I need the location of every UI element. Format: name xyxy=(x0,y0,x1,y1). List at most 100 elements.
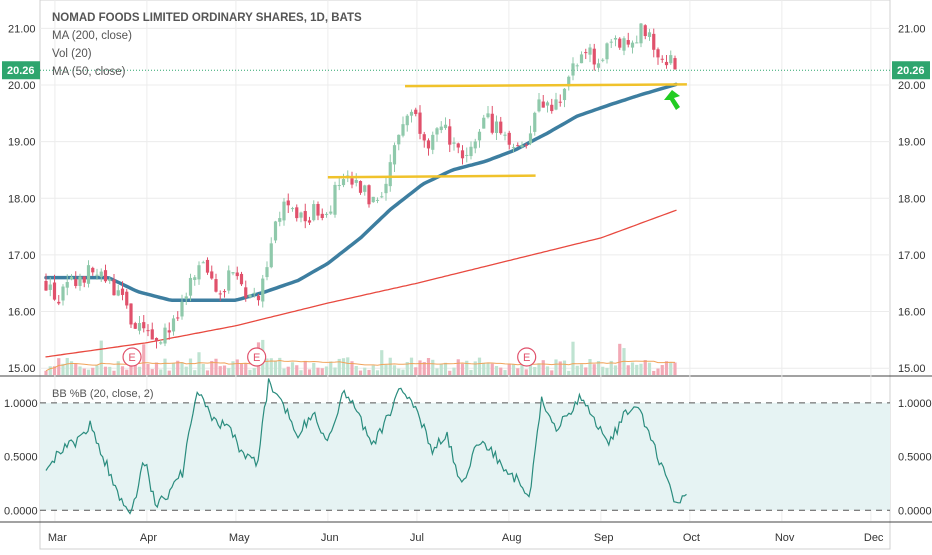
volume-bar xyxy=(176,360,180,375)
volume-bar xyxy=(643,360,647,375)
candle xyxy=(154,337,159,349)
candle-body xyxy=(137,322,142,331)
volume-bar xyxy=(367,369,371,375)
candle xyxy=(44,273,48,291)
x-tick-label: May xyxy=(229,532,250,544)
volume-bar xyxy=(490,363,494,375)
up-arrow-icon xyxy=(664,90,680,110)
candle xyxy=(261,274,265,308)
volume-bar xyxy=(384,364,388,375)
candle-body xyxy=(188,277,193,296)
candle-body xyxy=(201,262,205,264)
candle-body xyxy=(341,179,346,186)
price-tick-label-right: 16.00 xyxy=(898,307,926,319)
x-tick-label: Nov xyxy=(775,532,795,544)
candle-body xyxy=(422,134,426,141)
earnings-marker xyxy=(247,347,267,367)
candle xyxy=(567,75,571,91)
volume-bar xyxy=(354,366,358,375)
candle xyxy=(231,272,235,276)
candle-body xyxy=(227,270,231,291)
candle xyxy=(150,322,154,340)
volume-bar xyxy=(248,369,252,375)
volume-bar xyxy=(652,370,656,375)
volume-bar xyxy=(210,360,214,375)
candle xyxy=(622,36,626,56)
last-price-badge-left xyxy=(2,61,40,80)
indicator-ma200-label: MA (200, close) xyxy=(52,30,132,42)
chart-title: NOMAD FOODS LIMITED ORDINARY SHARES, 1D,… xyxy=(52,12,362,24)
candle xyxy=(669,50,673,65)
volume-bar xyxy=(197,352,201,375)
price-tick-label-left: 15.00 xyxy=(8,363,36,375)
volume-bar xyxy=(486,362,490,375)
candle xyxy=(146,324,150,337)
volume-bar xyxy=(579,364,584,375)
volume-bar xyxy=(524,369,528,375)
volume-bar xyxy=(397,368,401,375)
candle-body xyxy=(350,178,354,185)
volume-bars xyxy=(44,339,677,375)
price-tick-label-right: 15.00 xyxy=(898,363,926,375)
candle-body xyxy=(465,154,469,156)
candle-body xyxy=(516,145,520,147)
candle-body xyxy=(507,132,511,145)
volume-bar xyxy=(265,358,269,375)
candle xyxy=(528,125,533,146)
candle xyxy=(562,88,567,108)
candle xyxy=(112,273,116,296)
candle xyxy=(452,137,456,151)
candle-body xyxy=(528,133,533,144)
candle-body xyxy=(380,196,384,198)
candle-body xyxy=(91,267,95,273)
volume-bar xyxy=(244,363,248,375)
volume-bar xyxy=(337,358,341,375)
bb-tick-label-left: 1.0000 xyxy=(4,398,38,410)
candle-body xyxy=(303,211,307,222)
candle xyxy=(222,289,227,298)
volume-bar xyxy=(159,369,163,375)
candle-body xyxy=(579,54,584,64)
volume-bar xyxy=(601,366,605,375)
candle-body xyxy=(537,99,541,112)
candle-body xyxy=(120,288,125,295)
candle-body xyxy=(494,121,499,134)
candle-body xyxy=(95,274,99,276)
candle xyxy=(273,220,278,244)
candle-body xyxy=(261,278,265,302)
bb-tick-label-right: 0.5000 xyxy=(898,452,932,464)
candle-body xyxy=(503,134,507,136)
candle-body xyxy=(61,286,65,301)
candle-body xyxy=(660,58,664,60)
candle xyxy=(448,119,452,153)
volume-bar xyxy=(401,369,405,375)
candle xyxy=(473,138,477,154)
candle-body xyxy=(482,117,486,129)
candle-body xyxy=(278,218,282,222)
candle-body xyxy=(316,203,320,216)
candle xyxy=(95,268,99,280)
candle-body xyxy=(520,145,524,147)
candle-body xyxy=(244,287,248,298)
candle-body xyxy=(405,115,409,126)
volume-bar xyxy=(167,370,171,375)
candle-body xyxy=(511,147,516,149)
candle xyxy=(133,321,137,330)
candle xyxy=(584,48,588,60)
candle-body xyxy=(273,221,278,241)
candle-body xyxy=(333,184,337,215)
candle-body xyxy=(78,276,82,286)
candle-body xyxy=(171,318,176,332)
candle-body xyxy=(44,280,48,291)
candle-body xyxy=(290,208,295,210)
volume-bar xyxy=(609,360,613,375)
support-line xyxy=(327,174,536,179)
candle xyxy=(167,322,171,340)
volume-bar xyxy=(290,362,295,375)
candle xyxy=(588,43,592,63)
candle xyxy=(490,105,494,135)
candle xyxy=(358,180,363,195)
candle xyxy=(554,92,558,111)
candle xyxy=(137,315,142,335)
